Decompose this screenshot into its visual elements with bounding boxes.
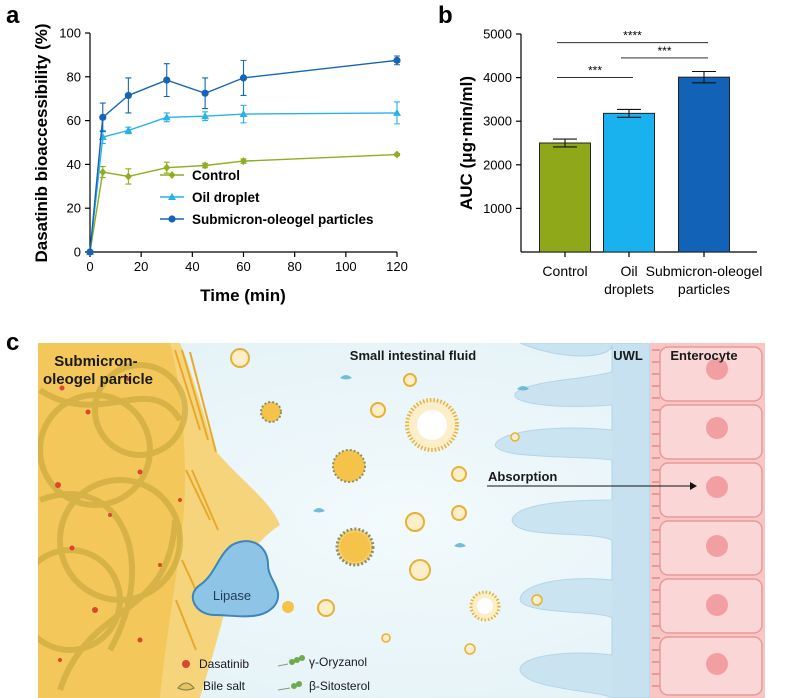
axis-a-xlabel: Time (min): [200, 286, 286, 305]
particle-label-line1: Submicron-: [54, 353, 137, 370]
fluid-label: Small intestinal fluid: [350, 348, 476, 363]
panel-label-a: a: [6, 2, 20, 29]
legend-label: Oil droplet: [192, 190, 260, 205]
legend-label: Control: [192, 168, 240, 183]
absorption-arrowhead: [690, 482, 697, 490]
significance-label: ****: [623, 29, 642, 43]
x-tick-label-a: 20: [134, 259, 148, 274]
data-point: [124, 126, 133, 134]
y-tick-label-b: 3000: [483, 114, 512, 129]
data-point: [86, 248, 94, 256]
oleogel-fibres: [38, 362, 188, 691]
oryzanol-legend-icon: [277, 655, 305, 667]
data-point: [393, 150, 401, 159]
category-label: Oil: [620, 263, 637, 279]
enterocyte-label: Enterocyte: [670, 348, 737, 363]
data-point: [239, 109, 248, 118]
significance-label: ***: [588, 64, 602, 78]
data-point: [393, 56, 401, 64]
y-tick-label-b: 2000: [483, 157, 512, 172]
category-label: Submicron-oleogel: [646, 263, 763, 279]
enterocytes: [650, 343, 765, 698]
data-point: [201, 89, 209, 97]
category-label: droplets: [604, 281, 654, 297]
data-point: [124, 91, 132, 100]
chart-a: 0 20 40 60 80 100 120 0 20 40 60 80 100 Time (min) D…: [32, 23, 408, 305]
axis-b-ylabel: AUC (μg·min/ml): [457, 76, 476, 210]
data-point: [393, 108, 401, 116]
series-1: [86, 101, 401, 255]
data-point: [201, 161, 209, 170]
x-tick-label-a: 100: [335, 259, 357, 274]
y-tick-label-b: 4000: [483, 70, 512, 85]
y-tick-label-a: 20: [67, 201, 81, 216]
dasatinib-legend-icon: [182, 660, 190, 668]
category-label: Control: [542, 263, 587, 279]
series-line: [89, 112, 398, 253]
bar: [678, 76, 730, 253]
data-point: [163, 163, 171, 172]
y-tick-label-b: 1000: [483, 201, 512, 216]
category-label: particles: [678, 281, 730, 297]
data-point: [163, 76, 171, 84]
error-bar: [617, 108, 641, 118]
legend-bile-salt: Bile salt: [203, 679, 246, 693]
panel-label-b: b: [438, 2, 453, 29]
data-point: [201, 112, 210, 120]
data-point: [240, 157, 247, 166]
x-tick-label-a: 80: [287, 259, 301, 274]
x-tick-label-a: 120: [386, 259, 408, 274]
data-point: [99, 168, 107, 177]
axis-a-ylabel: Dasatinib bioaccessibility (%): [32, 23, 51, 262]
schematic-legend: Dasatinib Bile salt γ-Oryzanol β-Sitoste…: [177, 655, 370, 693]
legend-oryzanol: γ-Oryzanol: [309, 655, 367, 669]
legend-marker: [168, 171, 176, 179]
data-point: [162, 113, 171, 121]
data-point: [239, 74, 248, 82]
bar: [539, 142, 591, 253]
absorption-label: Absorption: [488, 469, 557, 484]
sitosterol-legend-icon: [277, 681, 302, 691]
legend-sitosterol: β-Sitosterol: [309, 679, 370, 693]
schematic: Lipase: [38, 343, 765, 698]
data-point: [124, 172, 132, 181]
legend-label: Submicron-oleogel particles: [192, 212, 374, 227]
y-tick-label-a: 40: [67, 157, 81, 172]
y-tick-label-a: 80: [67, 69, 81, 84]
y-tick-label-a: 0: [74, 245, 81, 260]
significance-label: ***: [657, 44, 671, 58]
particle-label: Submicron- oleogel particle: [43, 353, 153, 388]
legend-marker: [168, 215, 176, 223]
legend-marker: [168, 192, 176, 200]
bile-salt-legend-icon: [177, 682, 195, 691]
micelles: [230, 348, 543, 655]
data-point: [99, 113, 107, 121]
lipase: [191, 540, 280, 618]
x-tick-label-a: 40: [185, 259, 199, 274]
error-bar: [692, 70, 716, 84]
uwl-label: UWL: [613, 348, 643, 363]
panel-label-c: c: [6, 329, 19, 356]
x-tick-label-a: 0: [86, 259, 93, 274]
legend-dasatinib: Dasatinib: [199, 657, 249, 671]
y-tick-label-a: 60: [67, 113, 81, 128]
y-tick-label-a: 100: [59, 26, 81, 41]
series-2: [86, 55, 401, 256]
bar: [603, 112, 655, 253]
error-bar: [553, 138, 577, 148]
y-tick-label-b: 5000: [483, 27, 512, 42]
particle-label-line2: oleogel particle: [43, 371, 153, 388]
lipase-label: Lipase: [213, 588, 251, 603]
x-tick-label-a: 60: [236, 259, 250, 274]
